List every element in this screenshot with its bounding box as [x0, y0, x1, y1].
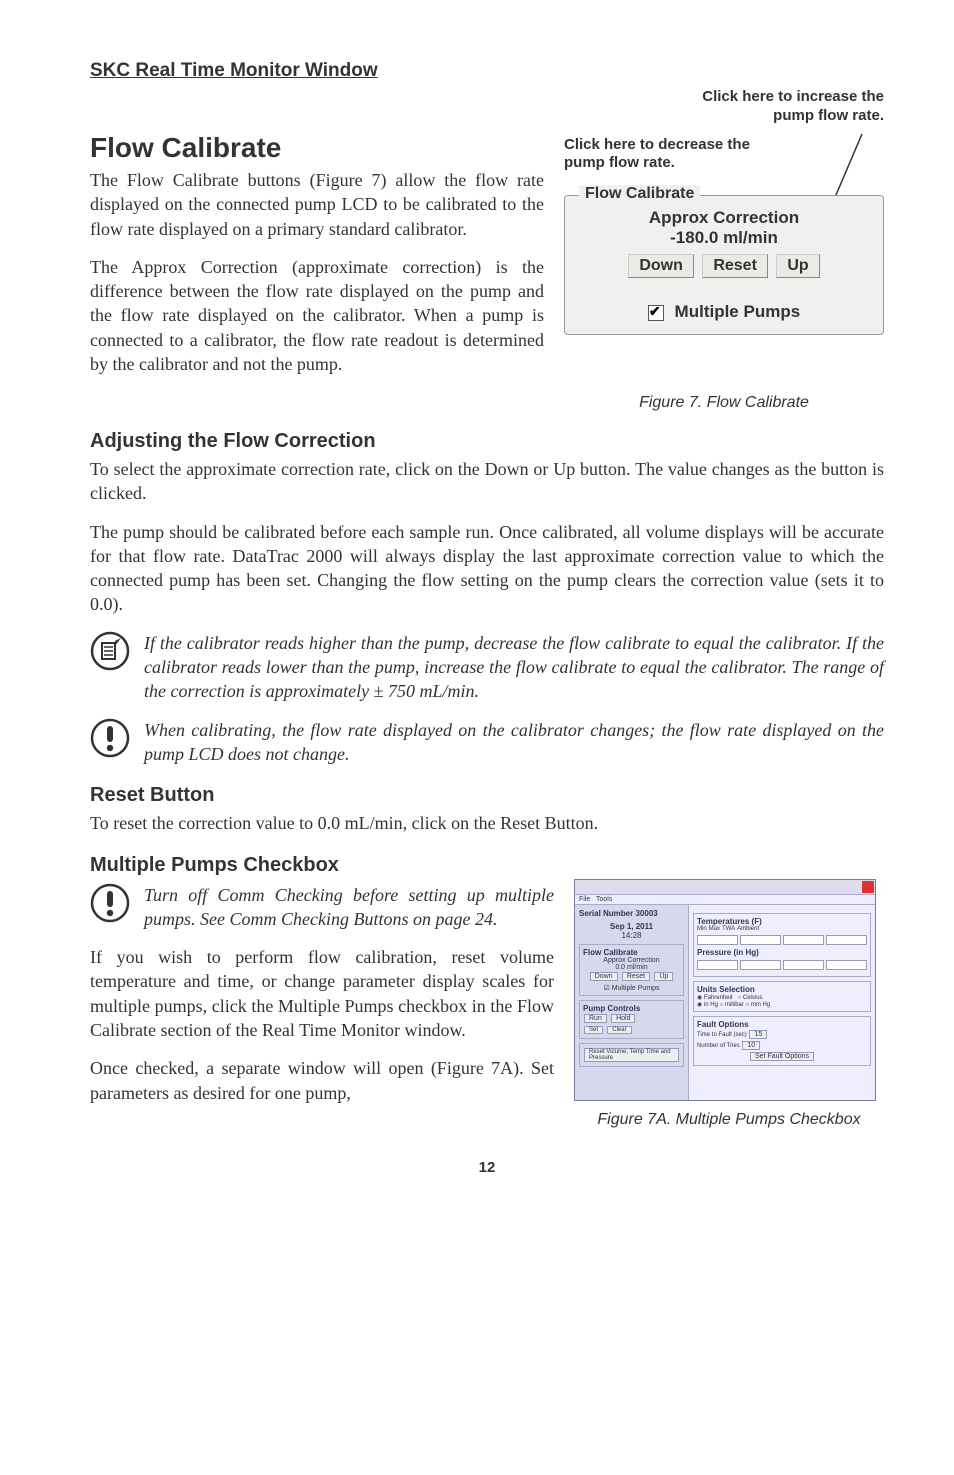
- mock-down-button: Down: [590, 972, 618, 981]
- section-multiple-pumps-title: Multiple Pumps Checkbox: [90, 854, 884, 877]
- mock-pump-controls: Pump Controls: [583, 1004, 680, 1013]
- adjust-p2: The pump should be calibrated before eac…: [90, 520, 884, 617]
- section-adjusting-title: Adjusting the Flow Correction: [90, 430, 884, 453]
- mock-millibar: millibar: [725, 1002, 744, 1008]
- flow-calibrate-groupbox: Flow Calibrate Approx Correction -180.0 …: [564, 195, 884, 335]
- section-flow-calibrate-title: Flow Calibrate: [90, 132, 544, 164]
- mock-ntries: Number of Tries: [697, 1043, 740, 1049]
- mock-date: Sep 1, 2011: [610, 922, 653, 931]
- mock-inhg: in Hg: [704, 1002, 718, 1008]
- page-number: 12: [90, 1159, 884, 1176]
- mock-hold-button: Hold: [611, 1014, 635, 1023]
- mock-twa: TWA: [722, 926, 735, 932]
- mock-setfault: Set Fault Options: [750, 1052, 814, 1061]
- mock-max: Max: [709, 926, 720, 932]
- down-button[interactable]: Down: [628, 254, 694, 278]
- note-calibrator-range: If the calibrator reads higher than the …: [144, 631, 884, 704]
- mock-run-button: Run: [584, 1014, 607, 1023]
- section-reset-title: Reset Button: [90, 784, 884, 807]
- mock-fahr: Fahrenheit: [704, 995, 733, 1001]
- reset-button[interactable]: Reset: [702, 254, 768, 278]
- multi-p2: Once checked, a separate window will ope…: [90, 1056, 554, 1105]
- up-button[interactable]: Up: [776, 254, 819, 278]
- mock-serial-label: Serial Number 30003: [579, 909, 684, 918]
- mock-approx-val: 0.0 ml/min: [583, 964, 680, 971]
- note-icon: [90, 631, 130, 671]
- mock-reset-vt: Reset Volume, Temp Time and Pressure: [584, 1048, 679, 1062]
- important-icon: [90, 718, 130, 758]
- reset-p: To reset the correction value to 0.0 mL/…: [90, 811, 884, 835]
- note-comm-checking: Turn off Comm Checking before setting up…: [144, 883, 554, 932]
- mock-ttf: Time to Fault (sec): [697, 1032, 747, 1038]
- mock-multi-label: Multiple Pumps: [612, 985, 660, 992]
- mock-ntries-val: 10: [742, 1041, 760, 1050]
- page-header: SKC Real Time Monitor Window: [90, 60, 884, 82]
- multiple-pumps-checkbox[interactable]: [648, 305, 664, 321]
- mock-amb: Ambient: [737, 926, 759, 932]
- figure7-caption: Figure 7. Flow Calibrate: [564, 394, 884, 412]
- adjust-p1: To select the approximate correction rat…: [90, 457, 884, 506]
- callout-decrease: Click here to decrease the pump flow rat…: [564, 136, 884, 174]
- mock-min: Min: [697, 926, 707, 932]
- multiple-pumps-label: Multiple Pumps: [675, 302, 801, 321]
- mock-flowcal-label: Flow Calibrate: [583, 948, 680, 957]
- important-icon: [90, 883, 130, 923]
- mock-units-label: Units Selection: [697, 985, 867, 994]
- mock-reset-button: Reset: [622, 972, 650, 981]
- mock-time: 14:28: [621, 931, 641, 940]
- flow-calibrate-para1: The Flow Calibrate buttons (Figure 7) al…: [90, 168, 544, 241]
- flow-calibrate-legend: Flow Calibrate: [579, 185, 700, 203]
- figure7a-window-mock: File Tools Serial Number 30003 Sep 1, 20…: [574, 879, 876, 1101]
- close-icon: [862, 881, 874, 893]
- mock-mmhg: mm Hg: [751, 1002, 770, 1008]
- mock-cels: Celsius: [743, 995, 763, 1001]
- callout-increase: Click here to increase the pump flow rat…: [564, 88, 884, 126]
- approx-correction-label: Approx Correction: [575, 208, 873, 228]
- mock-ttf-val: 15: [749, 1030, 767, 1039]
- mock-approx-label: Approx Correction: [583, 957, 680, 964]
- mock-up-button: Up: [654, 972, 673, 981]
- mock-pres-label: Pressure (in Hg): [697, 948, 867, 957]
- mock-temp-label: Temperatures (F): [697, 917, 867, 926]
- figure7a-caption: Figure 7A. Multiple Pumps Checkbox: [574, 1111, 884, 1129]
- note-calibrating-lcd: When calibrating, the flow rate displaye…: [144, 718, 884, 767]
- mock-fault-label: Fault Options: [697, 1020, 867, 1029]
- flow-calibrate-para2: The Approx Correction (approximate corre…: [90, 255, 544, 376]
- approx-correction-value: -180.0 ml/min: [575, 228, 873, 248]
- multi-p1: If you wish to perform flow calibration,…: [90, 945, 554, 1042]
